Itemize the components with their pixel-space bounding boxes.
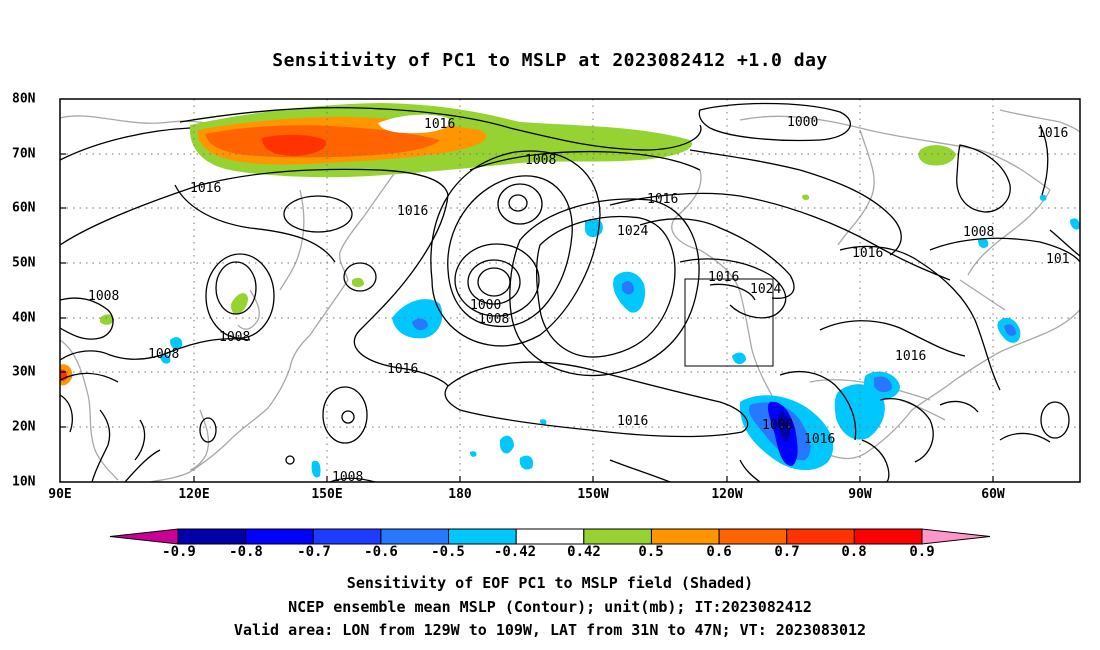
contour-label: 1008: [963, 225, 994, 240]
map-title: Sensitivity of PC1 to MSLP at 2023082412…: [272, 50, 828, 71]
contour-label: 1008: [478, 312, 509, 327]
lon-label: 150E: [311, 487, 343, 502]
colorbar-swatch: [448, 528, 517, 545]
caption-line-2: NCEP ensemble mean MSLP (Contour); unit(…: [288, 598, 812, 616]
lon-label: 60W: [981, 487, 1005, 502]
colorbar-label: 0.5: [638, 544, 664, 560]
colorbar-arrow-right: [921, 528, 991, 545]
lat-label: 50N: [12, 255, 36, 271]
colorbar-swatch: [177, 528, 247, 545]
contour-label: 1008: [762, 418, 793, 433]
lat-label: 70N: [12, 146, 36, 162]
colorbar-label: 0.42: [567, 544, 601, 560]
colorbar: [109, 528, 991, 545]
contour-label: 1008: [88, 289, 119, 304]
contour-label: 1016: [617, 414, 648, 429]
contour-label: 1016: [424, 117, 455, 132]
contour-labels: 1016 1000 1016 1008 1016 1016 1008 1016 …: [88, 115, 1069, 485]
colorbar-label: 0.6: [706, 544, 732, 560]
contour-label: 1016: [852, 246, 883, 261]
colorbar-label: 0.7: [774, 544, 800, 560]
lon-label: 120E: [178, 487, 210, 502]
lon-label: 90E: [48, 487, 72, 502]
contour-label: 1008: [148, 347, 179, 362]
contour-label: 1024: [750, 282, 781, 297]
map-frame: [59, 98, 1081, 483]
colorbar-label: -0.8: [229, 544, 263, 560]
lat-label: 60N: [12, 200, 36, 216]
colorbar-arrow-left: [109, 528, 179, 545]
colorbar-label: 0.9: [909, 544, 935, 560]
contour-label: 1016: [708, 270, 739, 285]
colorbar-swatch: [718, 528, 788, 545]
colorbar-label: -0.5: [431, 544, 465, 560]
valid-area-box: [684, 278, 774, 367]
colorbar-label: 0.8: [841, 544, 867, 560]
contour-label: 1024: [617, 224, 648, 239]
lat-label: 10N: [12, 474, 36, 490]
contour-label: 1008: [525, 153, 556, 168]
sensitivity-shading: [60, 103, 1080, 478]
colorbar-label: -0.7: [297, 544, 331, 560]
colorbar-label: -0.42: [493, 544, 537, 560]
contour-label: 1016: [1037, 126, 1068, 141]
colorbar-label: -0.6: [364, 544, 398, 560]
contour-label: 1016: [387, 362, 418, 377]
colorbar-swatch: [312, 528, 382, 545]
colorbar-swatch: [583, 528, 652, 545]
colorbar-swatch: [245, 528, 314, 545]
contour-label: 1008: [332, 470, 363, 485]
contour-label: 1016: [895, 349, 926, 364]
lon-label: 150W: [577, 487, 609, 502]
lat-lon-grid: [60, 99, 1080, 482]
contour-label: 1016: [647, 192, 678, 207]
colorbar-swatch: [786, 528, 855, 545]
contour-label: 1016: [397, 204, 428, 219]
map-ticks: [60, 153, 994, 482]
colorbar-swatch: [515, 528, 585, 545]
colorbar-swatch: [380, 528, 450, 545]
caption-line-1: Sensitivity of EOF PC1 to MSLP field (Sh…: [346, 574, 754, 592]
mslp-contours: [60, 102, 1080, 482]
lat-label: 20N: [12, 419, 36, 435]
lon-label: 90W: [848, 487, 872, 502]
coastlines: [60, 109, 1080, 482]
contour-label: 1008: [219, 330, 250, 345]
lat-label: 30N: [12, 364, 36, 380]
lon-label: 180: [448, 487, 472, 502]
contour-label: 101: [1046, 252, 1069, 267]
lat-label: 40N: [12, 310, 36, 326]
contour-label: 1016: [190, 181, 221, 196]
lon-label: 120W: [711, 487, 743, 502]
colorbar-swatch: [650, 528, 720, 545]
colorbar-swatch: [853, 528, 923, 545]
colorbar-label: -0.9: [162, 544, 196, 560]
lat-label: 80N: [12, 91, 36, 107]
contour-label: 1000: [470, 298, 501, 313]
contour-label: 1016: [804, 432, 835, 447]
contour-label: 1000: [787, 115, 818, 130]
caption-line-3: Valid area: LON from 129W to 109W, LAT f…: [233, 621, 867, 639]
